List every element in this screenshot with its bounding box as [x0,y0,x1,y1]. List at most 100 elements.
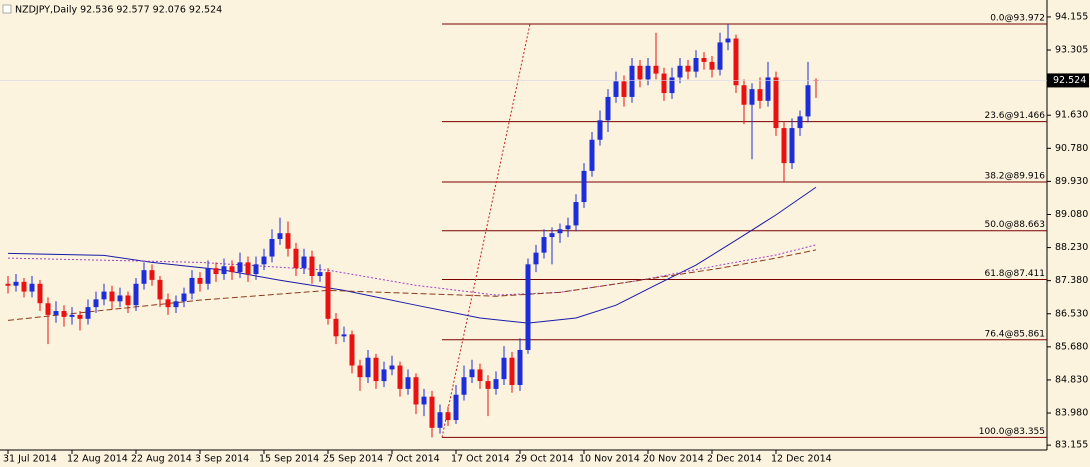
price-marker [1047,73,1089,88]
candle-body [525,264,531,350]
candle-body [549,233,555,238]
candle-body [653,65,659,74]
candle-body [109,291,115,302]
candle-body [309,256,315,276]
x-tick-label: 3 Sep 2014 [195,454,249,465]
y-tick-label: 85.680 [1055,341,1088,352]
y-tick-label: 89.080 [1055,209,1088,220]
candle-body [637,65,643,80]
y-tick-label: 89.930 [1055,176,1088,187]
candle-body [477,369,483,382]
fib-trend-line [441,23,531,438]
candle-body [461,377,467,395]
candle-body [621,81,627,97]
candle-body [469,369,475,378]
candle-body [677,65,683,78]
candle-body [85,307,91,319]
candle-body [269,239,275,257]
candle-body [141,270,147,284]
fib-label: 23.6@91.466 [984,111,1045,121]
y-tick-label: 83.155 [1055,440,1088,451]
y-tick-label: 84.830 [1055,374,1088,385]
candle-body [245,262,251,275]
candle-body [181,293,187,302]
fib-label: 50.0@88.663 [984,220,1045,230]
candle-body [805,85,811,117]
candle-body [37,283,43,304]
y-tick-label: 94.155 [1055,11,1088,22]
candle-body [741,85,747,105]
x-tick-label: 15 Sep 2014 [259,454,319,465]
candle-body [749,89,755,105]
candle-body [261,256,267,265]
candle-body [325,272,331,319]
x-tick-label: 12 Aug 2014 [67,454,128,465]
candle-body [69,314,75,317]
candle-body [733,38,739,86]
candle-body [725,38,731,43]
x-tick-label: 12 Dec 2014 [771,454,832,465]
fib-label: 100.0@83.355 [979,427,1045,437]
candle-body [333,318,339,337]
candle-body [389,365,395,370]
candle-body [773,77,779,129]
candle-body [189,277,195,294]
candle-body [701,58,707,62]
candle-body [501,357,507,380]
candle-body [429,396,435,428]
candle-body [685,65,691,72]
candle-body [173,301,179,308]
candle-body [533,252,539,265]
candle-body [213,268,219,275]
candle-body [125,295,131,306]
moving-average [7,249,817,321]
candle-body [45,303,51,315]
candle-body [277,233,283,240]
price-marker-label: 92.524 [1053,75,1086,86]
candle-body [357,365,363,378]
candle-body [77,314,83,319]
candle-body [613,81,619,97]
candle-body [381,369,387,382]
candle-body [293,248,299,269]
candle-body [669,77,675,94]
candle-body [165,299,171,308]
candle-body [117,295,123,302]
x-tick-label: 10 Nov 2014 [579,454,640,465]
candle-body [285,233,291,249]
x-tick-label: 20 Nov 2014 [643,454,704,465]
candle-body [485,381,491,389]
x-tick-label: 7 Oct 2014 [387,454,440,465]
candle-body [317,272,323,276]
candle-body [557,229,563,234]
candle-body [405,377,411,389]
candle-body [581,170,587,203]
candle-body [517,349,523,385]
candle-body [709,61,715,70]
candle-body [301,256,307,269]
y-tick-label: 90.780 [1055,143,1088,154]
candle-body [421,396,427,405]
fib-label: 61.8@87.411 [984,269,1045,279]
candle-body [157,279,163,300]
candle-body [781,128,787,164]
symbol-icon [2,4,12,14]
candle-body [565,225,571,230]
candle-body [661,73,667,94]
y-tick-label: 87.380 [1055,275,1088,286]
candle-body [197,277,203,284]
candle-body [605,96,611,121]
fib-label: 0.0@93.972 [990,14,1045,24]
candle-body [229,266,235,273]
candle-body [797,116,803,129]
candle-body [541,237,547,253]
y-tick-label: 91.630 [1055,110,1088,121]
candle-body [149,270,155,280]
candle-body [693,58,699,72]
candle-body [445,412,451,421]
candle-body [493,379,499,389]
fib-label: 76.4@85.861 [984,329,1045,339]
candle-body [453,394,459,421]
